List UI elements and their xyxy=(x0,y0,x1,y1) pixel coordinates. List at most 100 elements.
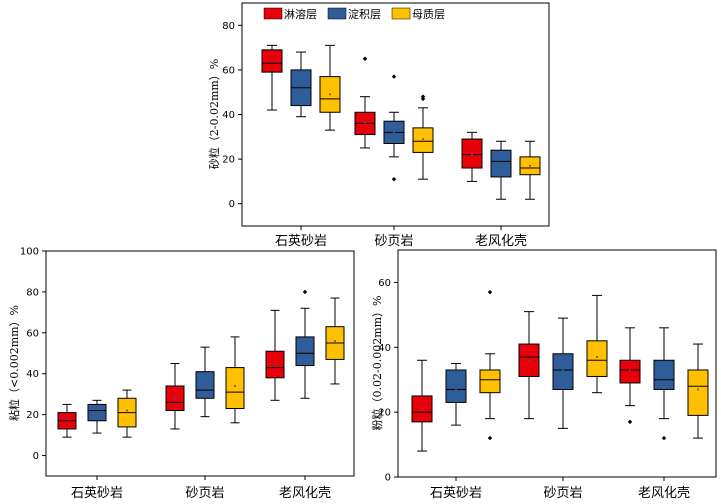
box-mean xyxy=(663,375,665,378)
clay-box-0-2 xyxy=(117,389,137,438)
clay-box-2-1 xyxy=(295,289,315,399)
sand-category-label: 砂页岩 xyxy=(374,234,413,249)
box-iqr xyxy=(412,127,434,153)
silt-y-tick-label: 40 xyxy=(378,343,391,354)
box-mean xyxy=(66,417,68,420)
box-iqr xyxy=(586,340,608,377)
silt-y-tick-label: 20 xyxy=(378,408,391,419)
silt-plot-frame xyxy=(397,249,717,478)
clay-box-2-2 xyxy=(325,297,345,385)
box-mean xyxy=(528,359,530,362)
clay-y-ticks: 0 20 40 60 80 100 xyxy=(20,247,46,462)
clay-box-0-1 xyxy=(87,399,107,434)
box-mean xyxy=(500,162,502,165)
legend-swatch-leaching xyxy=(263,7,283,20)
silt-box-2-1 xyxy=(653,327,675,441)
clay-box-1-0 xyxy=(165,363,185,430)
box-iqr xyxy=(619,359,641,384)
box-mean xyxy=(234,385,236,387)
sand-y-ticks: 0 20 40 60 80 xyxy=(222,21,242,210)
silt-box-1-1 xyxy=(552,317,574,429)
box-iqr xyxy=(225,367,245,410)
sand-box-0-2 xyxy=(319,44,341,131)
clay-category-labels: 石英砂岩 砂页岩 老风化壳 xyxy=(71,476,331,501)
box-mean xyxy=(629,368,631,371)
silt-box-2-0 xyxy=(619,327,641,425)
box-iqr xyxy=(445,369,467,403)
silt-y-tick-label: 60 xyxy=(378,278,391,289)
box-iqr xyxy=(552,353,574,390)
box-mean xyxy=(422,138,424,141)
sand-plot-frame xyxy=(241,2,550,227)
clay-y-tick-label: 20 xyxy=(26,410,39,421)
box-mean xyxy=(455,388,457,391)
sand-box-0-0 xyxy=(261,44,283,111)
silt-box-0-0 xyxy=(411,359,433,452)
legend-swatch-illuvial xyxy=(327,7,347,20)
box-iqr xyxy=(461,138,483,169)
silt-boxes xyxy=(411,289,709,452)
clay-y-tick-label: 40 xyxy=(26,369,39,380)
box-mean xyxy=(174,397,176,400)
sand-box-1-1 xyxy=(383,74,405,182)
box-mean xyxy=(96,411,98,414)
silt-y-axis-label: 粉粒（0.02-0.002mm）% xyxy=(370,295,384,430)
silt-category-labels: 石英砂岩 砂页岩 老风化壳 xyxy=(430,477,690,501)
box-mean xyxy=(304,350,306,353)
box-mean xyxy=(274,362,276,365)
clay-category-label: 石英砂岩 xyxy=(71,486,123,501)
legend: 淋溶层 淀积层 母质层 xyxy=(263,7,445,21)
box-outlier xyxy=(420,94,426,99)
box-mean xyxy=(421,407,423,410)
box-mean xyxy=(204,385,206,387)
box-iqr xyxy=(265,350,285,379)
clay-y-tick-label: 80 xyxy=(26,287,39,298)
box-mean xyxy=(697,388,699,391)
sand-box-1-0 xyxy=(354,56,376,149)
box-iqr xyxy=(687,369,709,416)
sand-box-1-2 xyxy=(412,94,434,180)
box-outlier xyxy=(420,96,426,102)
clay-box-1-1 xyxy=(195,346,215,418)
silt-box-0-1 xyxy=(445,363,467,426)
clay-y-axis-label: 粘粒（<0.002mm）% xyxy=(7,305,21,421)
legend-swatch-parent xyxy=(391,7,411,20)
clay-box-1-2 xyxy=(225,336,245,424)
clay-category-label: 砂页岩 xyxy=(185,486,224,501)
silt-y-ticks: 0 20 40 60 xyxy=(378,278,398,484)
sand-box-2-2 xyxy=(519,140,541,200)
silt-category-label: 老风化壳 xyxy=(638,486,690,501)
clay-y-tick-label: 60 xyxy=(26,328,39,339)
clay-y-tick-label: 100 xyxy=(20,247,39,258)
sand-box-0-1 xyxy=(290,51,312,118)
sand-y-tick-label: 20 xyxy=(222,155,235,166)
legend-label-leaching: 淋溶层 xyxy=(284,7,317,21)
box-mean xyxy=(562,368,564,371)
legend-label-parent: 母质层 xyxy=(412,8,445,21)
clay-y-tick-label: 0 xyxy=(33,451,39,462)
clay-plot-frame xyxy=(45,250,355,477)
sand-category-label: 老风化壳 xyxy=(475,234,527,249)
sand-y-tick-label: 60 xyxy=(222,65,235,76)
box-mean xyxy=(334,340,336,342)
sand-box-2-1 xyxy=(490,140,512,200)
box-mean xyxy=(364,122,366,125)
box-mean xyxy=(393,131,395,134)
silt-box-0-2 xyxy=(479,289,501,441)
box-outlier xyxy=(302,289,308,295)
sand-y-axis-label: 砂粒（2-0.02mm）% xyxy=(207,59,221,170)
silt-box-2-2 xyxy=(687,343,709,439)
box-mean xyxy=(271,59,273,62)
sand-boxes xyxy=(261,44,541,200)
box-outlier xyxy=(487,289,493,295)
box-outlier xyxy=(627,419,633,425)
box-iqr xyxy=(195,371,215,399)
silt-category-label: 石英砂岩 xyxy=(430,486,482,501)
box-mean xyxy=(489,378,491,381)
clay-box-2-0 xyxy=(265,309,285,401)
box-outlier xyxy=(362,56,368,61)
silt-box-1-2 xyxy=(586,294,608,394)
sand-y-tick-label: 40 xyxy=(222,110,235,121)
chart-clay: 0 20 40 60 80 100 石英砂岩 砂页岩 老风化壳 粘粒（<0.002mm）% xyxy=(7,247,355,501)
